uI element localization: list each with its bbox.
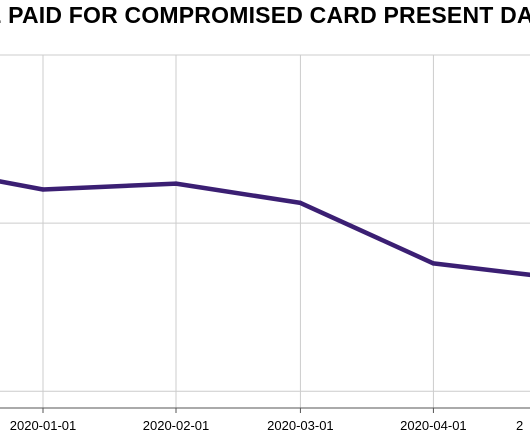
x-tick-label: 2: [516, 418, 523, 433]
x-tick-label: 2020-04-01: [400, 418, 467, 433]
series-layer: [0, 179, 530, 278]
data-point-3: [298, 200, 303, 206]
x-tick-label: 2020-03-01: [267, 418, 334, 433]
series-line: [0, 179, 530, 278]
x-tick-label: 2020-02-01: [143, 418, 210, 433]
data-point-1: [40, 187, 46, 192]
axis-layer: [0, 407, 530, 413]
data-point-4: [431, 261, 436, 266]
data-point-2: [173, 181, 179, 186]
tick-label-layer: 2020-01-01 2020-02-01 2020-03-01 2020-04-01…: [10, 418, 523, 433]
chart-title: E PAID FOR COMPROMISED CARD PRESENT DA: [0, 2, 530, 28]
x-tick-label: 2020-01-01: [10, 418, 77, 433]
grid-layer: [0, 54, 530, 408]
